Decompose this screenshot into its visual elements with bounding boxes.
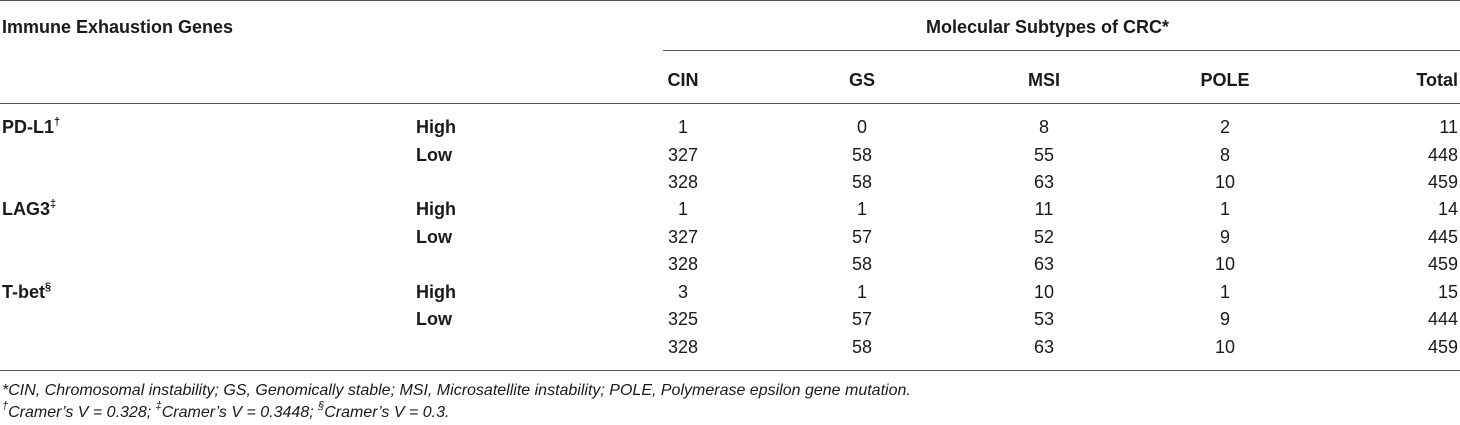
level-label: High (416, 117, 456, 137)
table-cell: 58 (851, 254, 873, 274)
table-cell: 327 (667, 227, 699, 247)
table-cell: 3 (677, 282, 688, 302)
table-cell: 63 (1033, 172, 1055, 192)
header-immune-exhaustion-genes: Immune Exhaustion Genes (2, 17, 234, 37)
footnote-text: Cramer’s V = 0.3448; (161, 404, 319, 421)
header-molecular-subtypes: Molecular Subtypes of CRC* (926, 17, 1170, 37)
table-cell: 10 (1214, 337, 1236, 357)
table-cell: 15 (1437, 282, 1458, 302)
table-cell: 55 (1033, 145, 1055, 165)
header-rule (0, 103, 1460, 104)
table-cell: 57 (851, 309, 873, 329)
footnote-mark: § (318, 400, 325, 412)
level-label: High (416, 199, 456, 219)
gene-footnote-mark: § (45, 281, 52, 293)
table-cell: 1 (856, 199, 867, 219)
footnote-text: Cramer’s V = 0.328; (8, 404, 156, 421)
table-cell: 9 (1219, 227, 1230, 247)
table-cell: 58 (851, 145, 873, 165)
footnote-text: Cramer’s V = 0.3. (324, 404, 450, 421)
table-cell: 459 (1427, 254, 1458, 274)
table-cell: 11 (1034, 199, 1054, 219)
table-cell: 448 (1427, 145, 1458, 165)
table-cell: 1 (677, 117, 688, 137)
gene-label: T-bet§ (2, 281, 51, 303)
top-rule (0, 0, 1460, 1)
col-header-cin: CIN (667, 70, 699, 90)
table-cell: 325 (667, 309, 699, 329)
col-header-gs: GS (848, 70, 875, 90)
table-cell: 57 (851, 227, 873, 247)
table-cell: 1 (1219, 282, 1230, 302)
gene-footnote-mark: † (54, 116, 61, 128)
table-cell: 10 (1214, 172, 1236, 192)
gene-label: PD-L1† (2, 116, 60, 138)
level-label: Low (416, 227, 452, 247)
col-header-pole: POLE (1200, 70, 1250, 90)
table-cell: 459 (1427, 337, 1458, 357)
col-header-msi: MSI (1027, 70, 1060, 90)
footnote-cramers-v: †Cramer’s V = 0.328; ‡Cramer’s V = 0.344… (2, 400, 450, 424)
table-cell: 10 (1214, 254, 1236, 274)
table-cell: 58 (851, 337, 873, 357)
table-cell: 8 (1038, 117, 1049, 137)
col-header-total: Total (1416, 70, 1458, 90)
table-cell: 63 (1033, 254, 1055, 274)
table-cell: 63 (1033, 337, 1055, 357)
table-cell: 1 (677, 199, 688, 219)
level-label: Low (416, 145, 452, 165)
footnote-mark: † (2, 400, 9, 412)
group-underline (663, 50, 1460, 51)
gene-name: T-bet (2, 282, 45, 302)
table-cell: 0 (856, 117, 867, 137)
footnote-mark: ‡ (155, 400, 162, 412)
table-cell: 444 (1427, 309, 1458, 329)
table-cell: 53 (1033, 309, 1055, 329)
level-label: High (416, 282, 456, 302)
table-cell: 459 (1427, 172, 1458, 192)
table-cell: 52 (1033, 227, 1055, 247)
table-cell: 9 (1219, 309, 1230, 329)
level-label: Low (416, 309, 452, 329)
table-cell: 10 (1033, 282, 1055, 302)
table-cell: 328 (667, 337, 699, 357)
table-cell: 8 (1219, 145, 1230, 165)
table-cell: 1 (856, 282, 867, 302)
table-cell: 327 (667, 145, 699, 165)
table-cell: 328 (667, 172, 699, 192)
table-cell: 445 (1427, 227, 1458, 247)
gene-label: LAG3‡ (2, 198, 56, 220)
table-cell: 58 (851, 172, 873, 192)
footnote-abbreviations: *CIN, Chromosomal instability; GS, Genom… (2, 382, 911, 399)
table-cell: 14 (1437, 199, 1458, 219)
table-cell: 2 (1219, 117, 1230, 137)
gene-footnote-mark: ‡ (50, 198, 57, 210)
bottom-rule (0, 370, 1460, 371)
table-cell: 11 (1439, 117, 1458, 137)
table-cell: 328 (667, 254, 699, 274)
gene-name: LAG3 (2, 199, 51, 219)
table-cell: 1 (1219, 199, 1230, 219)
gene-name: PD-L1 (2, 117, 55, 137)
